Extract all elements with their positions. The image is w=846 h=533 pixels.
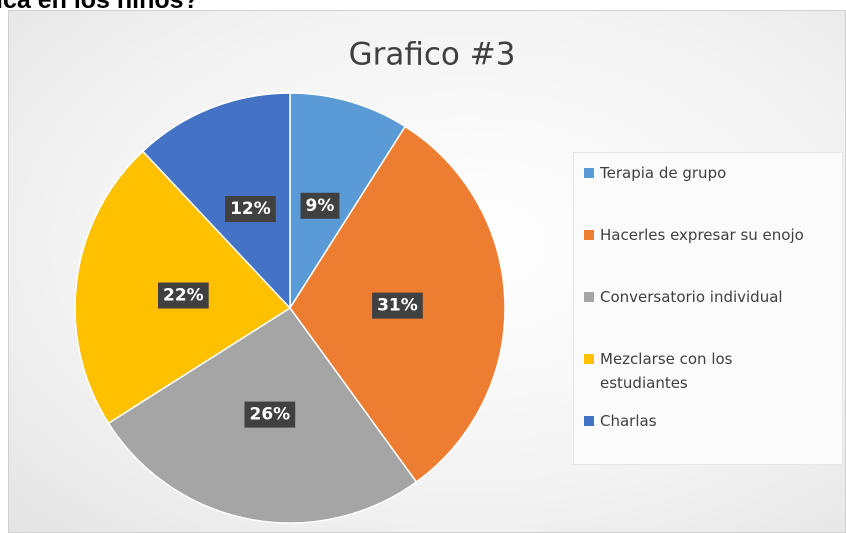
legend-entry: Hacerles expresar su enojo <box>584 223 816 247</box>
legend-entry: Terapia de grupo <box>584 161 816 185</box>
legend-swatch <box>584 416 594 426</box>
data-label-box <box>244 401 296 428</box>
legend-swatch <box>584 168 594 178</box>
legend-swatch <box>584 292 594 302</box>
legend-swatch <box>584 230 594 240</box>
legend-label: Mezclarse con los estudiantes <box>600 350 733 392</box>
legend-label: Conversatorio individual <box>600 288 783 306</box>
legend-swatch <box>584 354 594 364</box>
data-label: 26% <box>250 405 291 425</box>
chart-title: Grafico #3 <box>349 37 516 73</box>
legend-label: Hacerles expresar su enojo <box>600 226 804 244</box>
data-label: 9% <box>306 196 335 216</box>
legend-entry: Charlas <box>584 409 816 433</box>
legend-entry: Mezclarse con los estudiantes <box>584 347 816 395</box>
data-label-box <box>372 292 423 319</box>
legend-label: Charlas <box>600 412 657 430</box>
data-label-box <box>225 196 276 223</box>
data-label-box <box>300 192 340 219</box>
data-label: 22% <box>163 286 204 306</box>
data-label: 12% <box>230 199 271 219</box>
pie-slice <box>289 92 407 311</box>
data-label: 31% <box>377 296 418 316</box>
legend: Terapia de grupo Hacerles expresar su eno… <box>573 152 843 465</box>
legend-label: Terapia de grupo <box>600 164 727 182</box>
pie-slice <box>141 92 291 310</box>
legend-entry: Conversatorio individual <box>584 285 816 309</box>
data-label-box <box>157 282 209 309</box>
